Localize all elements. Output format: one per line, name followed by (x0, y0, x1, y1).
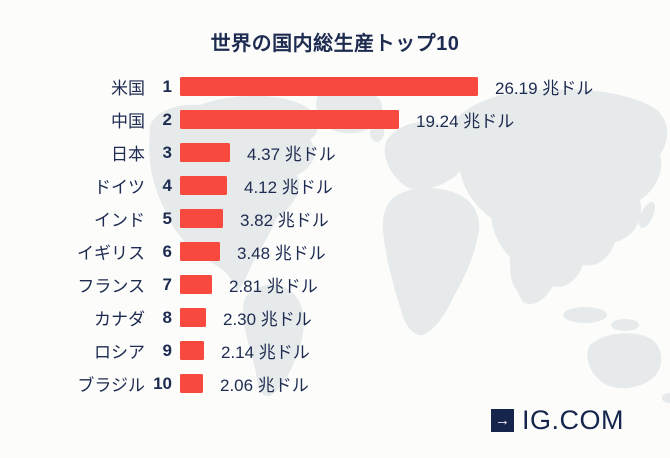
rank-label: 6 (162, 241, 172, 261)
bar-chart-row: イギリス 6 3.48 兆ドル (0, 235, 670, 268)
value-label: 2.06 兆ドル (220, 376, 309, 395)
ig-logo: → IG.COM (491, 405, 624, 436)
gdp-bar (180, 176, 227, 195)
bar-chart-row: 中国 2 19.24 兆ドル (0, 103, 670, 136)
rank-label: 3 (162, 142, 172, 162)
rank-label: 5 (162, 208, 172, 228)
value-label: 4.37 兆ドル (247, 145, 336, 164)
gdp-bar (180, 341, 204, 360)
gdp-bar (180, 308, 206, 327)
value-label: 2.14 兆ドル (221, 343, 310, 362)
bar-chart-row: カナダ 8 2.30 兆ドル (0, 301, 670, 334)
gdp-bar (180, 374, 203, 393)
value-label: 26.19 兆ドル (495, 79, 594, 98)
gdp-bar (180, 242, 220, 261)
gdp-bar (180, 110, 399, 129)
bar-chart-row: ロシア 9 2.14 兆ドル (0, 334, 670, 367)
bar-chart-row: フランス 7 2.81 兆ドル (0, 268, 670, 301)
chart-title: 世界の国内総生産トップ10 (210, 33, 460, 55)
bar-chart: 米国 1 26.19 兆ドル 中国 2 19.24 兆ドル 日本 3 4.37 … (0, 70, 670, 400)
value-label: 2.81 兆ドル (229, 277, 318, 296)
rank-label: 8 (162, 307, 172, 327)
gdp-bar (180, 209, 223, 228)
rank-label: 4 (162, 175, 172, 195)
ig-logo-text: IG.COM (522, 405, 624, 435)
country-label: カナダ (94, 310, 145, 329)
rank-label: 1 (162, 76, 172, 96)
rank-label: 7 (162, 274, 172, 294)
country-label: 日本 (111, 145, 145, 164)
bar-chart-row: ブラジル 10 2.06 兆ドル (0, 367, 670, 400)
bar-chart-row: ドイツ 4 4.12 兆ドル (0, 169, 670, 202)
country-label: ロシア (94, 343, 145, 362)
gdp-bar (180, 275, 212, 294)
bar-chart-row: 日本 3 4.37 兆ドル (0, 136, 670, 169)
value-label: 4.12 兆ドル (244, 178, 333, 197)
country-label: 中国 (111, 112, 145, 131)
rank-label: 10 (153, 373, 172, 393)
gdp-bar (180, 143, 230, 162)
value-label: 2.30 兆ドル (223, 310, 312, 329)
country-label: イギリス (77, 244, 145, 263)
value-label: 3.48 兆ドル (237, 244, 326, 263)
bar-chart-row: 米国 1 26.19 兆ドル (0, 70, 670, 103)
rank-label: 2 (162, 109, 172, 129)
gdp-bar (180, 77, 478, 96)
country-label: インド (94, 211, 145, 230)
country-label: フランス (77, 277, 145, 296)
country-label: ブラジル (77, 376, 145, 395)
rank-label: 9 (162, 340, 172, 360)
country-label: 米国 (111, 79, 145, 98)
value-label: 19.24 兆ドル (416, 112, 515, 131)
value-label: 3.82 兆ドル (240, 211, 329, 230)
bar-chart-row: インド 5 3.82 兆ドル (0, 202, 670, 235)
country-label: ドイツ (94, 178, 145, 197)
arrow-right-icon: → (491, 409, 514, 432)
